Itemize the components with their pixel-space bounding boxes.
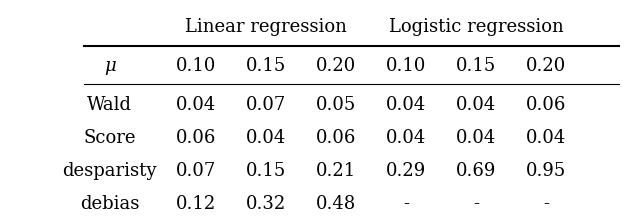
Text: 0.07: 0.07 [246, 96, 286, 114]
Text: 0.29: 0.29 [386, 162, 426, 180]
Text: 0.04: 0.04 [386, 96, 426, 114]
Text: Linear regression: Linear regression [185, 18, 347, 36]
Text: 0.06: 0.06 [175, 129, 216, 147]
Text: debias: debias [80, 194, 140, 213]
Text: 0.06: 0.06 [526, 96, 566, 114]
Text: 0.04: 0.04 [456, 96, 496, 114]
Text: Wald: Wald [87, 96, 132, 114]
Text: desparisty: desparisty [63, 162, 157, 180]
Text: 0.32: 0.32 [246, 194, 286, 213]
Text: 0.05: 0.05 [316, 96, 356, 114]
Text: 0.48: 0.48 [316, 194, 356, 213]
Text: 0.04: 0.04 [456, 129, 496, 147]
Text: 0.69: 0.69 [456, 162, 496, 180]
Text: 0.10: 0.10 [386, 57, 426, 75]
Text: 0.12: 0.12 [175, 194, 216, 213]
Text: 0.06: 0.06 [316, 129, 356, 147]
Text: -: - [473, 194, 479, 213]
Text: 0.20: 0.20 [526, 57, 566, 75]
Text: 0.10: 0.10 [175, 57, 216, 75]
Text: 0.15: 0.15 [456, 57, 496, 75]
Text: 0.04: 0.04 [246, 129, 286, 147]
Text: 0.04: 0.04 [526, 129, 566, 147]
Text: 0.20: 0.20 [316, 57, 356, 75]
Text: 0.95: 0.95 [526, 162, 566, 180]
Text: 0.04: 0.04 [175, 96, 216, 114]
Text: Logistic regression: Logistic regression [388, 18, 563, 36]
Text: -: - [543, 194, 549, 213]
Text: 0.21: 0.21 [316, 162, 356, 180]
Text: μ: μ [104, 57, 116, 75]
Text: 0.15: 0.15 [246, 57, 286, 75]
Text: -: - [403, 194, 409, 213]
Text: Score: Score [83, 129, 136, 147]
Text: 0.07: 0.07 [175, 162, 216, 180]
Text: 0.15: 0.15 [246, 162, 286, 180]
Text: 0.04: 0.04 [386, 129, 426, 147]
